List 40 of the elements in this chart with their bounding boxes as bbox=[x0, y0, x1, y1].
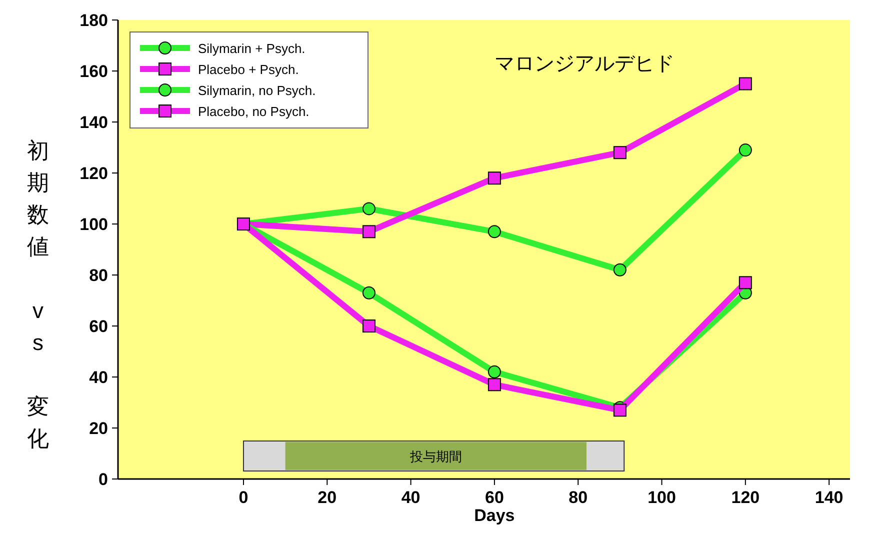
x-tick-label: 80 bbox=[568, 488, 588, 507]
x-tick-label: 120 bbox=[731, 488, 760, 507]
point bbox=[738, 144, 752, 157]
point bbox=[362, 320, 376, 332]
point bbox=[488, 365, 501, 378]
y-tick-label: 80 bbox=[89, 266, 108, 285]
x-tick-label: 20 bbox=[318, 488, 337, 507]
point bbox=[362, 202, 376, 216]
text: マロンジアルデヒド bbox=[494, 53, 674, 75]
legend-label: Placebo + Psych. bbox=[198, 62, 299, 77]
point bbox=[738, 77, 752, 90]
text: 初期数値 vs 変化 bbox=[27, 138, 49, 451]
point bbox=[613, 404, 626, 417]
y-tick-label: 120 bbox=[80, 164, 108, 183]
x-tick-label: 140 bbox=[814, 488, 844, 507]
y-tick-label: 180 bbox=[80, 11, 108, 30]
legend-label: Silymarin + Psych. bbox=[198, 41, 306, 56]
point bbox=[362, 225, 376, 238]
x-tick-label: 100 bbox=[648, 488, 676, 507]
point bbox=[488, 378, 501, 392]
y-tick-label: 40 bbox=[89, 368, 108, 387]
legend-label: Silymarin, no Psych. bbox=[198, 83, 316, 98]
x-tick-label: 60 bbox=[484, 488, 504, 507]
band-label: 投与期間 bbox=[408, 449, 462, 464]
point bbox=[613, 146, 626, 160]
x-axis-title: Days bbox=[474, 506, 515, 525]
x-tick-label: 0 bbox=[238, 488, 248, 507]
y-tick-label: 100 bbox=[80, 215, 108, 234]
y-tick-label: 140 bbox=[80, 113, 108, 132]
y-tick-label: 20 bbox=[89, 419, 108, 438]
legend-label: Placebo, no Psych. bbox=[198, 104, 310, 119]
y-tick-label: 0 bbox=[98, 470, 108, 489]
y-tick-label: 160 bbox=[80, 62, 108, 81]
y-tick-label: 60 bbox=[89, 317, 108, 336]
point bbox=[488, 225, 501, 238]
point bbox=[613, 263, 626, 276]
point bbox=[738, 276, 752, 290]
point bbox=[362, 286, 376, 300]
x-tick-label: 40 bbox=[401, 488, 420, 507]
point bbox=[488, 172, 501, 185]
